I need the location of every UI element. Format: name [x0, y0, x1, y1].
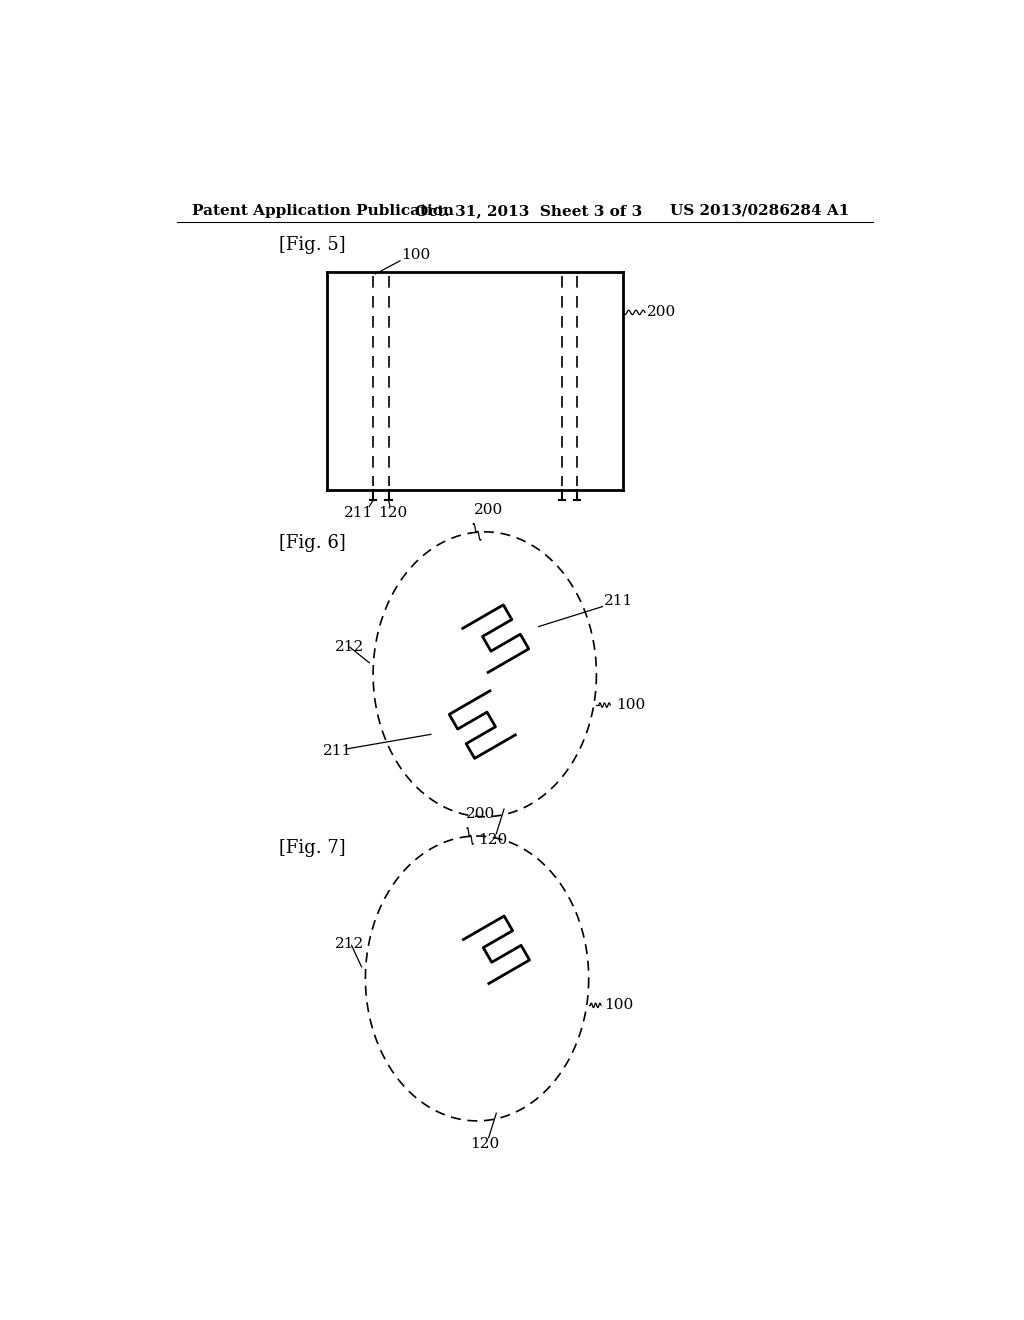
- Text: 212: 212: [335, 937, 364, 950]
- Text: 120: 120: [378, 506, 407, 520]
- Text: 212: 212: [335, 640, 364, 655]
- Text: 120: 120: [470, 1137, 500, 1151]
- Text: 120: 120: [478, 833, 507, 847]
- Text: 200: 200: [466, 808, 496, 821]
- Text: [Fig. 6]: [Fig. 6]: [280, 535, 346, 552]
- Text: [Fig. 5]: [Fig. 5]: [280, 236, 346, 253]
- Text: 211: 211: [323, 744, 352, 758]
- Text: 200: 200: [474, 503, 503, 517]
- Text: US 2013/0286284 A1: US 2013/0286284 A1: [670, 203, 849, 218]
- Text: Patent Application Publication: Patent Application Publication: [193, 203, 455, 218]
- Text: [Fig. 7]: [Fig. 7]: [280, 838, 346, 857]
- Text: 200: 200: [646, 305, 676, 319]
- Text: Oct. 31, 2013  Sheet 3 of 3: Oct. 31, 2013 Sheet 3 of 3: [416, 203, 643, 218]
- Text: 211: 211: [344, 506, 373, 520]
- Text: 100: 100: [400, 248, 430, 261]
- Text: 211: 211: [604, 594, 634, 609]
- Text: 100: 100: [604, 998, 634, 1012]
- Text: 100: 100: [615, 698, 645, 711]
